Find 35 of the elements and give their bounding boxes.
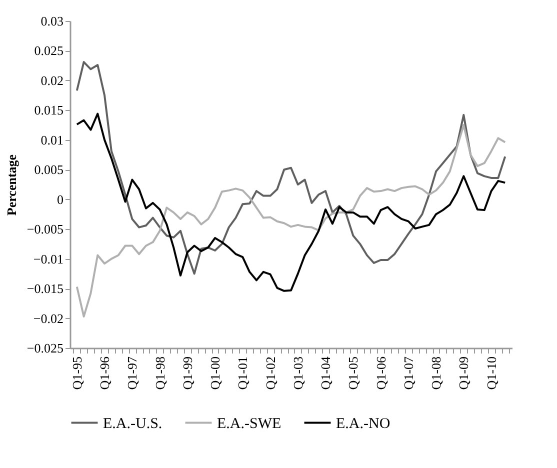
x-tick-label: Q1-04 xyxy=(318,356,334,390)
x-tick-label: Q1-95 xyxy=(69,356,84,390)
x-tick-label: Q1-97 xyxy=(124,356,140,390)
y-tick-label: −0.02 xyxy=(33,310,64,326)
line-series xyxy=(76,124,506,318)
x-tick-label: Q1-05 xyxy=(346,356,361,390)
y-tick-label: 0.025 xyxy=(34,43,64,58)
legend-label: E.A.-U.S. xyxy=(103,416,162,432)
x-tick-label: Q1-03 xyxy=(290,356,306,390)
x-tick-label: Q1-01 xyxy=(235,356,250,390)
line-series xyxy=(76,61,506,275)
y-tick-label: 0.03 xyxy=(40,14,64,28)
x-tick-label: Q1-99 xyxy=(180,356,195,390)
y-tick-label: 0.015 xyxy=(34,102,64,118)
y-tick-label: 0 xyxy=(57,192,64,207)
x-tick-label: Q1-07 xyxy=(400,356,416,390)
y-tick-label: −0.015 xyxy=(26,281,64,296)
y-tick-label: 0.005 xyxy=(34,162,64,178)
legend-label: E.A.-SWE xyxy=(217,416,282,432)
x-tick-label: Q1-06 xyxy=(373,356,388,390)
x-tick-label: Q1-08 xyxy=(428,356,444,390)
x-tick-label: Q1-10 xyxy=(484,356,499,390)
x-tick-label: Q1-02 xyxy=(262,356,278,390)
x-tick-label: Q1-96 xyxy=(97,356,112,390)
y-tick-label: −0.025 xyxy=(26,340,64,356)
x-tick-label: Q1-00 xyxy=(208,356,223,390)
y-tick-label: 0.02 xyxy=(40,72,64,88)
legend-label: E.A.-NO xyxy=(336,416,390,432)
x-tick-label: Q1-98 xyxy=(152,356,168,390)
line-series xyxy=(76,112,506,292)
y-axis-title: Percentage xyxy=(4,154,19,216)
y-tick-label: −0.01 xyxy=(33,251,64,266)
y-tick-label: 0.01 xyxy=(40,132,64,148)
x-tick-label: Q1-09 xyxy=(456,356,472,390)
y-tick-label: −0.005 xyxy=(26,222,64,237)
